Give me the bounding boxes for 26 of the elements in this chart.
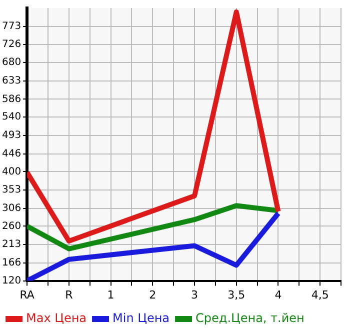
x-tick-label: 3 — [191, 288, 198, 302]
y-tick-label: 213 — [2, 239, 22, 250]
y-tick-label: 680 — [2, 57, 22, 68]
y-tick-label: 166 — [2, 257, 22, 268]
legend-label: Max Цена — [26, 311, 87, 326]
y-tick-label: 773 — [2, 20, 22, 32]
y-tick-label: 400 — [2, 166, 22, 178]
y-tick-label: 726 — [2, 39, 22, 50]
y-tick-label: 353 — [2, 184, 22, 196]
legend-label: Min Цена — [112, 311, 170, 326]
y-tick-label: 540 — [2, 112, 22, 123]
x-tick-label: 4,5 — [311, 288, 329, 302]
y-tick-label: 493 — [2, 130, 22, 142]
x-tick-label: 3,5 — [228, 288, 246, 302]
x-tick-label: 4 — [274, 288, 282, 302]
y-tick-label: 586 — [2, 94, 22, 105]
y-tick-label: 446 — [2, 148, 22, 160]
x-tick-label: R — [65, 288, 74, 302]
x-tick-label: RA — [20, 288, 35, 302]
x-tick-label: 1 — [107, 288, 114, 302]
y-tick-label: 306 — [2, 202, 22, 214]
y-tick-label: 260 — [2, 220, 22, 232]
legend-label: Сред.Цена, т.йен — [196, 311, 304, 326]
y-tick-label: 120 — [2, 275, 22, 286]
x-tick-label: 2 — [149, 288, 156, 302]
y-tick-label: 633 — [2, 75, 22, 86]
